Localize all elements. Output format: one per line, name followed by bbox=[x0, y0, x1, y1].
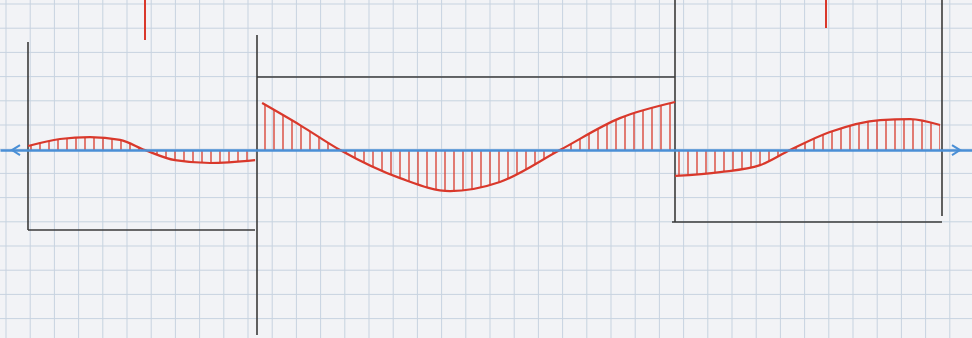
paper-line bbox=[0, 125, 972, 126]
paper-line bbox=[369, 0, 370, 338]
support-marks bbox=[145, 0, 826, 40]
paper-line bbox=[538, 0, 539, 338]
paper-line bbox=[0, 76, 972, 77]
frame-line bbox=[256, 35, 258, 335]
hatched-area bbox=[262, 102, 675, 191]
paper-line bbox=[804, 0, 805, 338]
paper-line bbox=[659, 0, 660, 338]
frame bbox=[28, 0, 942, 335]
paper-line bbox=[853, 0, 854, 338]
moment-curve bbox=[675, 119, 940, 176]
paper-line bbox=[102, 0, 103, 338]
paper-line bbox=[54, 0, 55, 338]
paper-line bbox=[175, 0, 176, 338]
paper-line bbox=[78, 0, 79, 338]
paper-line bbox=[199, 0, 200, 338]
paper-line bbox=[562, 0, 563, 338]
axis-ends bbox=[12, 145, 960, 155]
paper-line bbox=[949, 0, 950, 338]
x-axis bbox=[1, 150, 972, 151]
paper-line bbox=[248, 0, 249, 338]
paper-line bbox=[925, 0, 926, 338]
moment-curve bbox=[262, 102, 675, 191]
paper-line bbox=[586, 0, 587, 338]
frame-line bbox=[27, 42, 29, 230]
paper-line bbox=[127, 0, 128, 338]
paper-line bbox=[635, 0, 636, 338]
paper-line bbox=[272, 0, 273, 338]
hatched-area bbox=[675, 119, 940, 176]
support-mark bbox=[144, 0, 146, 40]
paper bbox=[0, 0, 972, 338]
graph-paper bbox=[0, 0, 972, 338]
paper-line bbox=[828, 0, 829, 338]
paper-line bbox=[877, 0, 878, 338]
paper-line bbox=[756, 0, 757, 338]
paper-line bbox=[780, 0, 781, 338]
paper-line bbox=[0, 246, 972, 247]
paper-line bbox=[611, 0, 612, 338]
marks bbox=[28, 102, 940, 191]
paper-line bbox=[0, 52, 972, 53]
paper-line bbox=[30, 0, 31, 338]
frame-line bbox=[672, 221, 942, 223]
paper-line bbox=[0, 318, 972, 319]
paper-line bbox=[344, 0, 345, 338]
paper-line bbox=[6, 0, 7, 338]
frame-line bbox=[941, 0, 943, 216]
paper-line bbox=[0, 197, 972, 198]
diagram bbox=[0, 0, 972, 338]
axis-line bbox=[1, 149, 972, 152]
paper-line bbox=[0, 221, 972, 222]
paper-line bbox=[151, 0, 152, 338]
paper-line bbox=[901, 0, 902, 338]
paper-line bbox=[320, 0, 321, 338]
paper-line bbox=[0, 270, 972, 271]
paper-line bbox=[296, 0, 297, 338]
support-mark bbox=[825, 0, 827, 28]
paper-line bbox=[0, 294, 972, 295]
paper-line bbox=[0, 100, 972, 101]
frame-line bbox=[257, 76, 675, 78]
axis-end bbox=[12, 145, 20, 155]
frame-line bbox=[28, 229, 255, 231]
axis-end bbox=[952, 145, 960, 155]
paper-line bbox=[223, 0, 224, 338]
